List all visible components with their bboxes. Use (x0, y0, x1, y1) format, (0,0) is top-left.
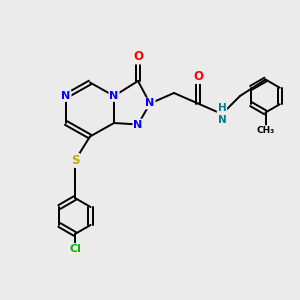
Text: O: O (133, 50, 143, 64)
Text: H
N: H N (218, 103, 226, 125)
Text: N: N (61, 91, 70, 101)
Text: N: N (146, 98, 154, 109)
Text: Cl: Cl (69, 244, 81, 254)
Text: N: N (110, 91, 118, 101)
Text: S: S (71, 154, 79, 167)
Text: CH₃: CH₃ (256, 126, 274, 135)
Text: O: O (193, 70, 203, 83)
Text: N: N (134, 119, 142, 130)
